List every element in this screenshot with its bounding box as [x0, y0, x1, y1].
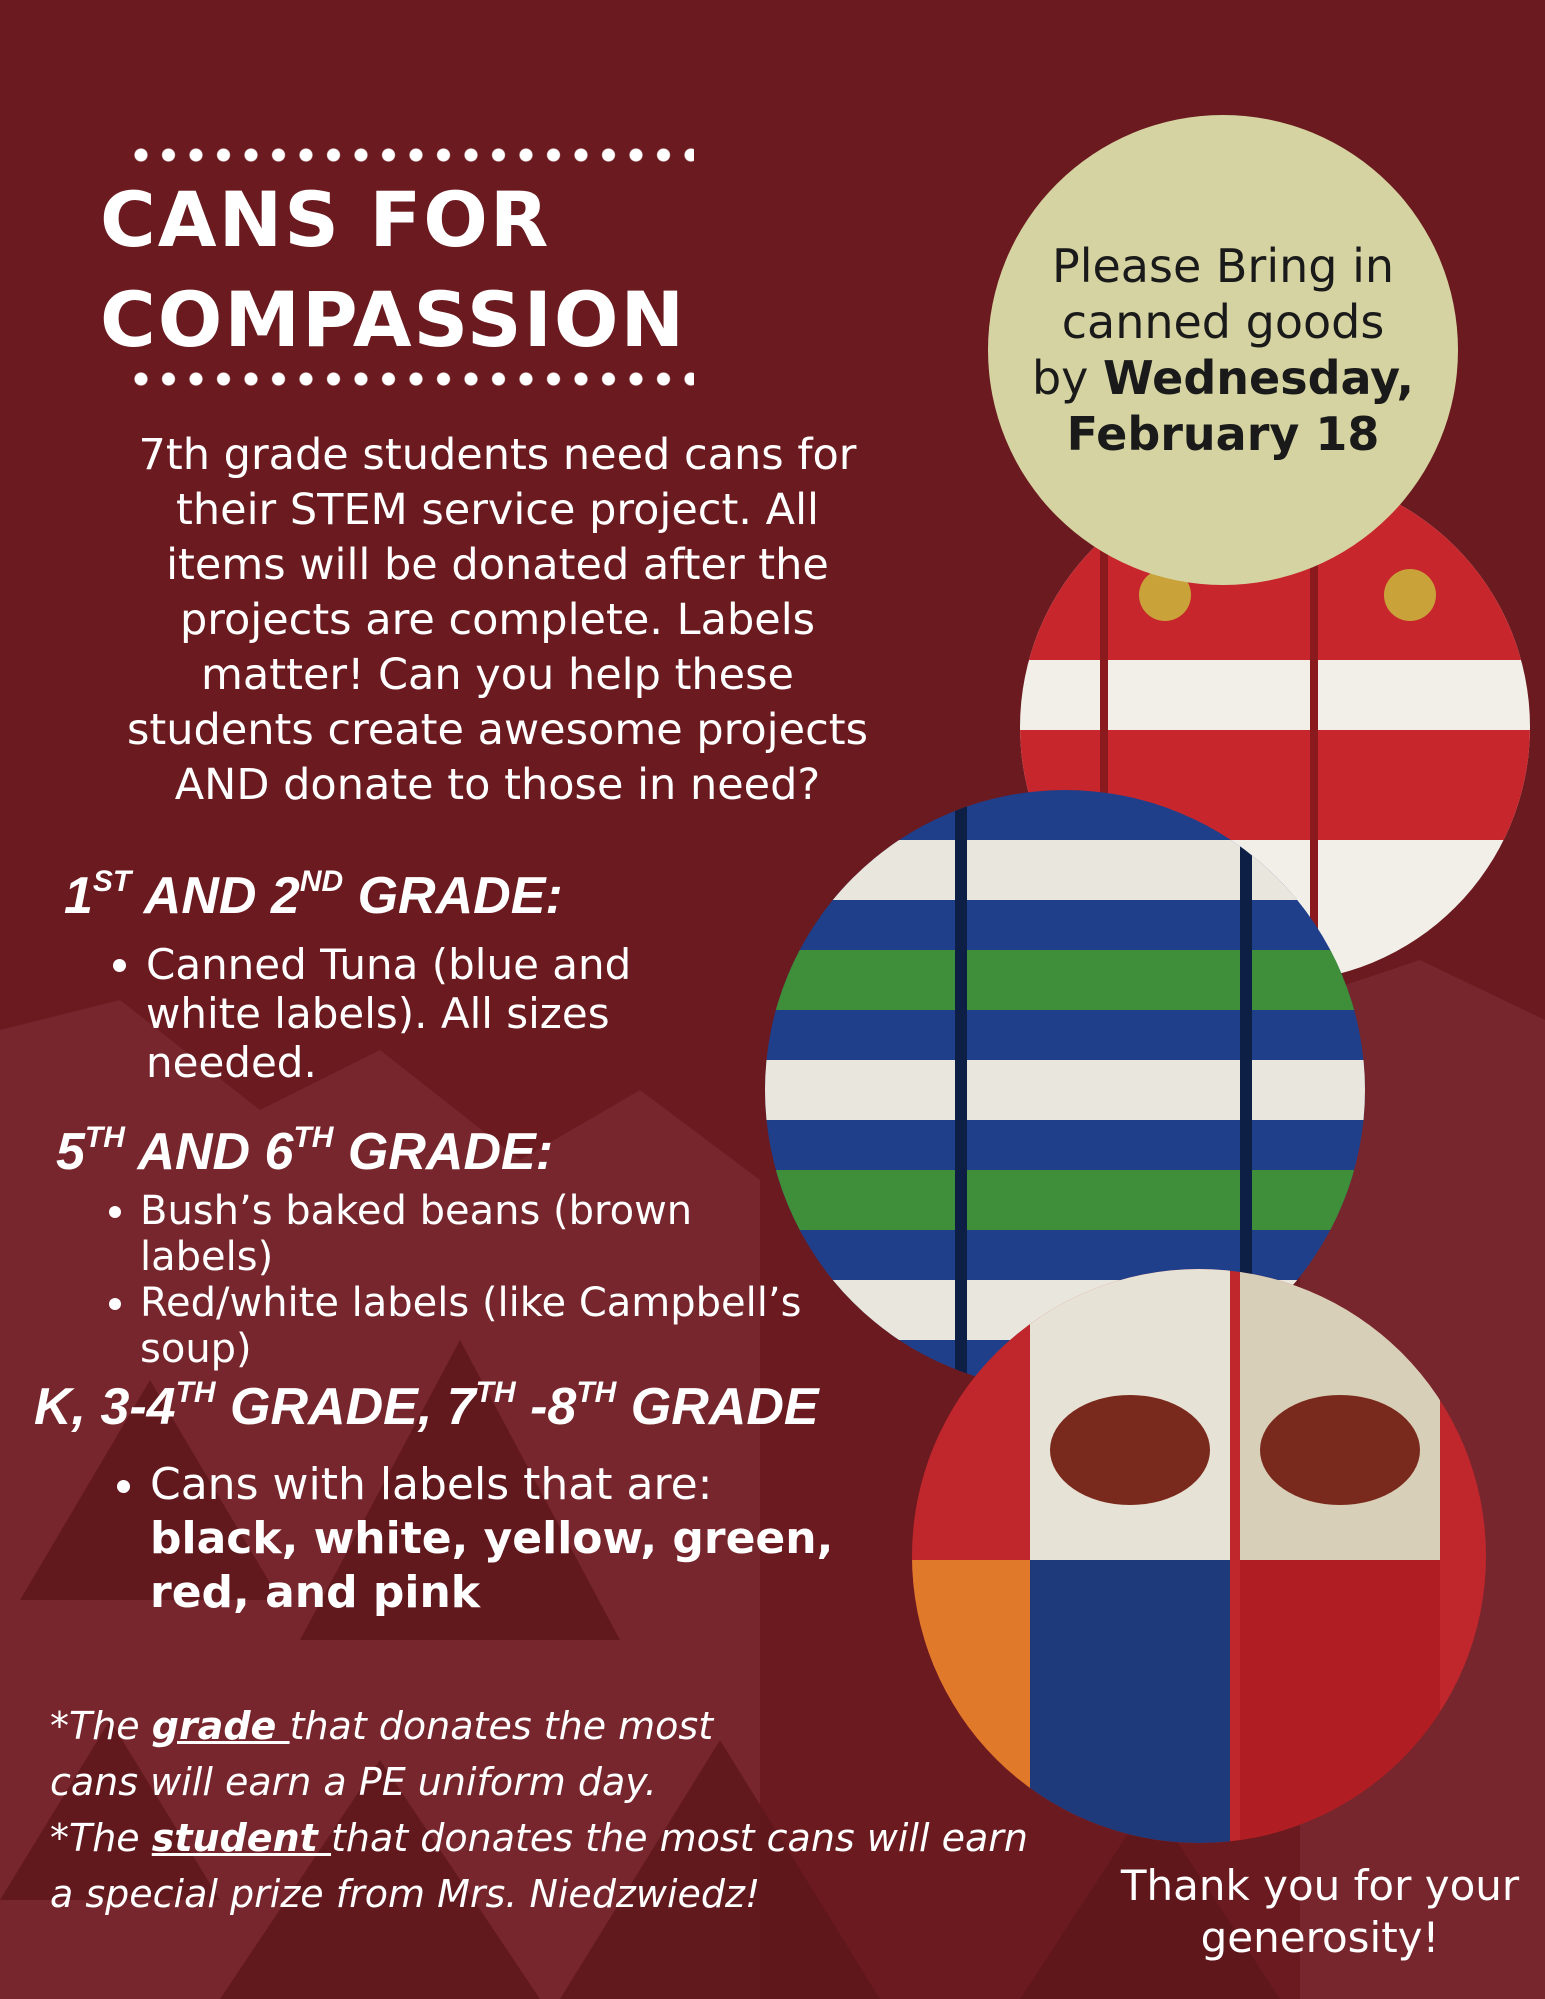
intro-line: items will be donated after the — [166, 540, 829, 590]
section-heading: 1ST AND 2ND GRADE: — [64, 866, 563, 926]
heading-text: 5 — [56, 1123, 85, 1181]
heading-text: GRADE: — [343, 867, 563, 925]
badge-by: by — [1031, 351, 1089, 405]
item-text: Canned Tuna (blue and white labels). All… — [146, 940, 632, 1087]
heading-text: AND 6 — [124, 1123, 294, 1181]
intro-line: projects are complete. Labels — [179, 595, 816, 645]
footnotes: *The grade that donates the most cans wi… — [50, 1698, 1050, 1922]
footnote: *The student that donates the most cans … — [50, 1810, 1050, 1922]
heading-text: 1 — [64, 867, 93, 925]
intro-line: their STEM service project. All — [176, 485, 819, 535]
heading-text: K, 3-4 — [34, 1378, 176, 1436]
badge-line: February 18 — [1067, 406, 1380, 462]
item-text: Red/white labels (like Campbell’s soup) — [140, 1280, 802, 1372]
section-heading: 5TH AND 6TH GRADE: — [56, 1122, 553, 1182]
item: Red/white labels (like Campbell’s soup) — [140, 1280, 820, 1372]
heading-sup: TH — [475, 1376, 516, 1409]
heading-sup: TH — [175, 1376, 216, 1409]
intro-line: students create awesome projects — [127, 705, 868, 755]
item: Bush’s baked beans (brown labels) — [140, 1188, 820, 1280]
footnote-pre: *The — [50, 1704, 152, 1748]
heading-sup: ST — [92, 865, 132, 898]
footnote-emphasis: grade — [151, 1704, 290, 1748]
heading-text: GRADE: — [333, 1123, 554, 1181]
item-text: Bush’s baked beans (brown labels) — [140, 1188, 693, 1280]
intro-line: AND donate to those in need? — [174, 760, 821, 810]
heading-text: GRADE — [616, 1378, 819, 1436]
item: Cans with labels that are:black, white, … — [150, 1458, 870, 1620]
title-line: COMPASSION — [100, 275, 687, 364]
deadline-badge: Please Bring in canned goods by Wednesda… — [988, 115, 1458, 585]
footnote-post: that donates the most cans will earn a s… — [50, 1816, 1029, 1916]
footnote-post: that donates the most cans will earn a P… — [50, 1704, 714, 1804]
badge-day: Wednesday, — [1103, 351, 1415, 405]
item-bold: black, white, yellow, green, red, and pi… — [150, 1513, 834, 1618]
footnote-emphasis: student — [151, 1816, 332, 1860]
intro-line: 7th grade students need cans for — [138, 430, 857, 480]
heading-text: -8 — [515, 1378, 577, 1436]
trees — [0, 1340, 1280, 1999]
badge-line: by Wednesday, — [1032, 350, 1414, 406]
heading-sup: TH — [84, 1121, 125, 1154]
title: CANS FOR COMPASSION — [100, 170, 686, 370]
heading-text: GRADE, 7 — [215, 1378, 476, 1436]
heading-sup: TH — [293, 1121, 334, 1154]
thanks: Thank you for your generosity! — [1120, 1861, 1520, 1962]
heading-text: AND 2 — [131, 867, 300, 925]
badge-date: February 18 — [1066, 407, 1380, 461]
badge-line: canned goods — [1061, 295, 1385, 349]
footnote-pre: *The — [50, 1816, 152, 1860]
footnote: *The grade that donates the most cans wi… — [50, 1698, 810, 1810]
photo-beans — [912, 1269, 1486, 1843]
section-items: Canned Tuna (blue and white labels). All… — [100, 940, 706, 1087]
intro-line: matter! Can you help these — [200, 650, 794, 700]
item: Canned Tuna (blue and white labels). All… — [146, 940, 706, 1087]
item-text: Cans with labels that are: — [150, 1459, 713, 1510]
dot-divider — [134, 372, 694, 386]
dot-divider — [134, 148, 694, 162]
title-line: CANS FOR — [100, 175, 551, 264]
heading-sup: ND — [299, 865, 344, 898]
intro: 7th grade students need cans for their S… — [40, 428, 955, 813]
section-items: Cans with labels that are:black, white, … — [104, 1458, 870, 1620]
section-items: Bush’s baked beans (brown labels)Red/whi… — [94, 1188, 820, 1372]
badge-line: Please Bring in — [1051, 239, 1395, 293]
section-heading: K, 3-4TH GRADE, 7TH -8TH GRADE — [34, 1377, 819, 1437]
heading-sup: TH — [576, 1376, 617, 1409]
